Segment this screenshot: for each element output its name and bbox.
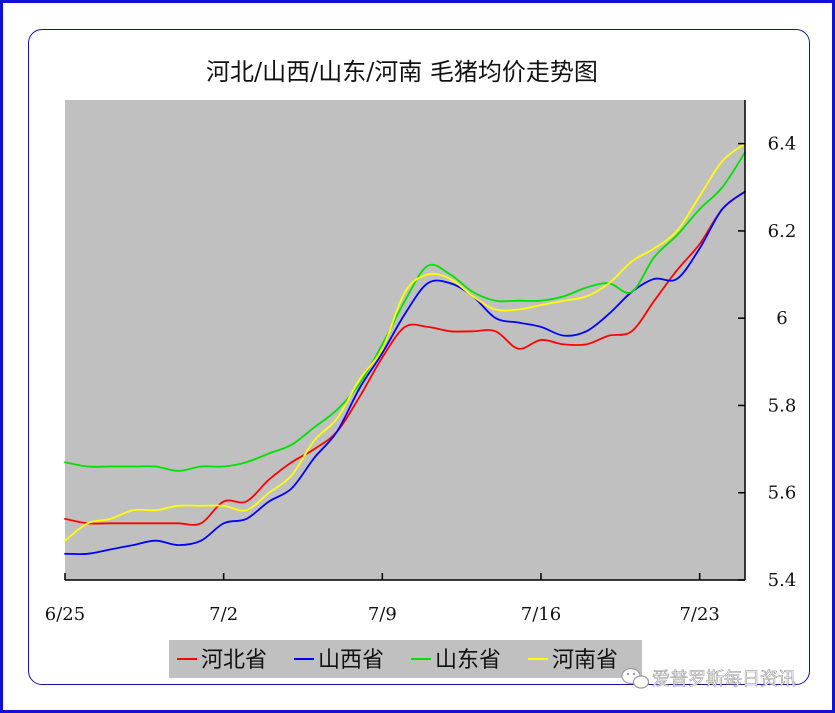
series-layer: [64, 142, 746, 556]
x-tick-label: 7/23: [679, 604, 719, 625]
legend-box: [169, 640, 642, 678]
series-line-3: [64, 151, 746, 472]
plot-area: [65, 100, 745, 580]
watermark: 爱普罗斯每日资讯: [621, 667, 796, 690]
legend-label-4: 河南省: [552, 648, 618, 673]
y-tick-label: 5.6: [768, 483, 797, 504]
y-tick-label: 6: [776, 308, 787, 329]
x-tick-label: 7/16: [521, 604, 561, 625]
watermark-label: 爱普罗斯每日资讯: [652, 669, 796, 690]
y-tick-label: 5.4: [768, 570, 797, 591]
series-line-4: [64, 142, 746, 542]
x-tick-label: 6/25: [45, 604, 85, 625]
legend-label-3: 山东省: [435, 648, 501, 673]
series-line-1: [64, 190, 746, 526]
x-tick-label: 7/9: [368, 604, 397, 625]
chart-title: 河北/山西/山东/河南 毛猪均价走势图: [206, 58, 598, 86]
y-tick-label: 5.8: [768, 395, 797, 416]
y-tick-label: 6.4: [768, 134, 797, 155]
y-tick-label: 6.2: [768, 221, 797, 242]
x-tick-label: 7/2: [209, 604, 238, 625]
wechat-icon: [621, 667, 650, 689]
legend: 河北省 山西省 山东省 河南省: [177, 648, 618, 673]
legend-label-1: 河北省: [201, 648, 267, 673]
axis-layer: 6/25 7/2 7/9 7/16 7/23 5.4 5.6 5.8 6 6.2 6.4: [45, 100, 797, 625]
legend-label-2: 山西省: [318, 648, 384, 673]
